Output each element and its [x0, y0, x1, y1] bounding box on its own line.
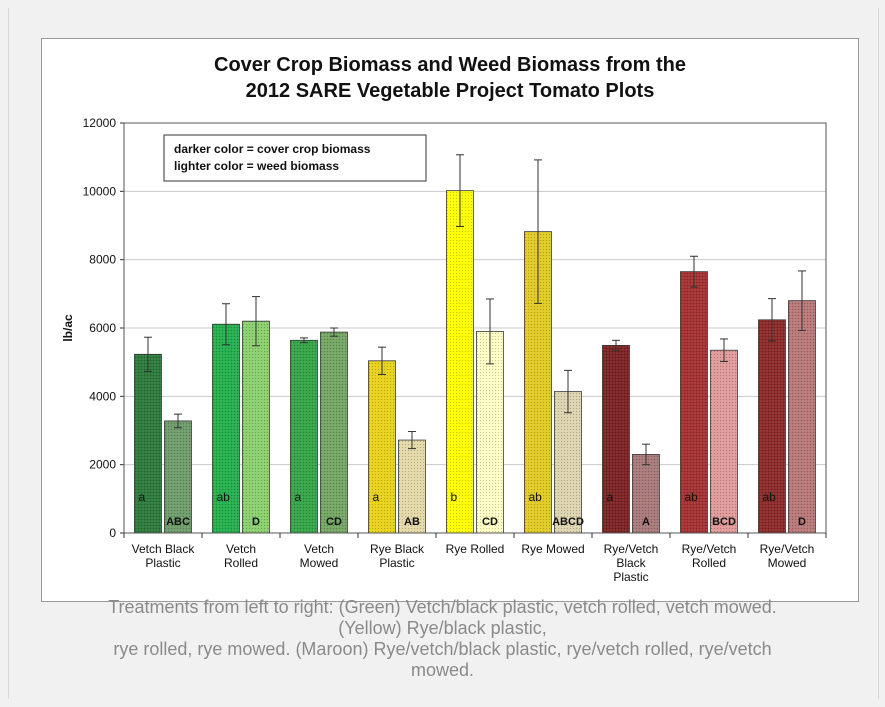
- x-category-label: Rye Rolled: [446, 542, 505, 556]
- caption-line-1: Treatments from left to right: (Green) V…: [108, 597, 777, 617]
- caption-line-4: mowed.: [410, 660, 475, 680]
- x-category-label: Plastic: [379, 556, 414, 570]
- x-category-label: Plastic: [145, 556, 180, 570]
- cover-letter-label: ab: [217, 490, 231, 504]
- legend-box: [163, 134, 427, 182]
- x-category-label: Mowed: [768, 556, 807, 570]
- bar-texture: [446, 190, 474, 533]
- y-tick-label: 4000: [89, 389, 116, 403]
- cover-letter-label: a: [295, 490, 302, 504]
- bar-texture: [602, 345, 630, 533]
- bar-texture: [554, 391, 582, 533]
- x-category-label: Black: [616, 556, 646, 570]
- biomass-bar-chart: Cover Crop Biomass and Weed Biomass from…: [61, 54, 827, 584]
- y-tick-label: 6000: [89, 321, 116, 335]
- bar-texture: [632, 454, 660, 533]
- bar-texture: [134, 354, 162, 533]
- x-category-label: Vetch: [304, 542, 334, 556]
- x-category-label: Plastic: [613, 570, 648, 584]
- x-category-label: Rye Black: [370, 542, 425, 556]
- bar-texture: [710, 350, 738, 533]
- cover-letter-label: a: [607, 490, 614, 504]
- weed-letter-label: D: [798, 516, 806, 528]
- bar-texture: [680, 271, 708, 533]
- bar-texture: [788, 300, 816, 533]
- y-axis-label: lb/ac: [61, 314, 75, 342]
- x-category-label: Vetch Black: [132, 542, 196, 556]
- chart-area: Cover Crop Biomass and Weed Biomass from…: [41, 38, 859, 602]
- x-category-label: Rye Mowed: [521, 542, 584, 556]
- bar-texture: [164, 420, 192, 533]
- x-category-label: Rolled: [692, 556, 726, 570]
- bar-texture: [368, 360, 396, 533]
- weed-letter-label: ABCD: [552, 516, 584, 528]
- bar-texture: [476, 331, 504, 533]
- weed-letter-label: ABC: [166, 516, 190, 528]
- x-category-label: Rye/Vetch: [760, 542, 815, 556]
- y-tick-label: 8000: [89, 253, 116, 267]
- y-tick-label: 12000: [83, 116, 117, 130]
- cover-letter-label: b: [451, 490, 458, 504]
- cover-letter-label: a: [373, 490, 380, 504]
- x-category-label: Rye/Vetch: [604, 542, 659, 556]
- y-tick-label: 10000: [83, 184, 117, 198]
- cover-letter-label: ab: [529, 490, 543, 504]
- cover-letter-label: a: [139, 490, 146, 504]
- cover-letter-label: ab: [763, 490, 777, 504]
- bar-texture: [758, 319, 786, 533]
- bar-texture: [398, 440, 426, 533]
- chart-title-line-1: Cover Crop Biomass and Weed Biomass from…: [214, 54, 686, 76]
- y-tick-label: 2000: [89, 458, 116, 472]
- x-category-label: Vetch: [226, 542, 256, 556]
- x-category-label: Mowed: [300, 556, 339, 570]
- bar-texture: [242, 321, 270, 533]
- weed-letter-label: D: [252, 516, 260, 528]
- bar-texture: [212, 324, 240, 533]
- weed-letter-label: CD: [482, 516, 498, 528]
- legend-line-2: lighter color = weed biomass: [174, 159, 339, 173]
- legend-line-1: darker color = cover crop biomass: [174, 142, 371, 156]
- bar-texture: [320, 332, 348, 533]
- cover-letter-label: ab: [685, 490, 699, 504]
- figure-frame: Cover Crop Biomass and Weed Biomass from…: [8, 8, 879, 699]
- bar-texture: [290, 340, 318, 533]
- weed-letter-label: CD: [326, 516, 342, 528]
- plot-border: [123, 122, 827, 534]
- caption-line-3: rye rolled, rye mowed. (Maroon) Rye/vetc…: [113, 639, 772, 659]
- caption-line-2: (Yellow) Rye/black plastic,: [338, 618, 547, 638]
- figure-caption: Treatments from left to right: (Green) V…: [0, 597, 885, 681]
- weed-letter-label: BCD: [712, 516, 736, 528]
- y-tick-label: 0: [109, 526, 116, 540]
- weed-letter-label: AB: [404, 516, 420, 528]
- weed-letter-label: A: [642, 516, 650, 528]
- x-category-label: Rye/Vetch: [682, 542, 737, 556]
- x-category-label: Rolled: [224, 556, 258, 570]
- chart-title-line-2: 2012 SARE Vegetable Project Tomato Plots: [246, 80, 655, 102]
